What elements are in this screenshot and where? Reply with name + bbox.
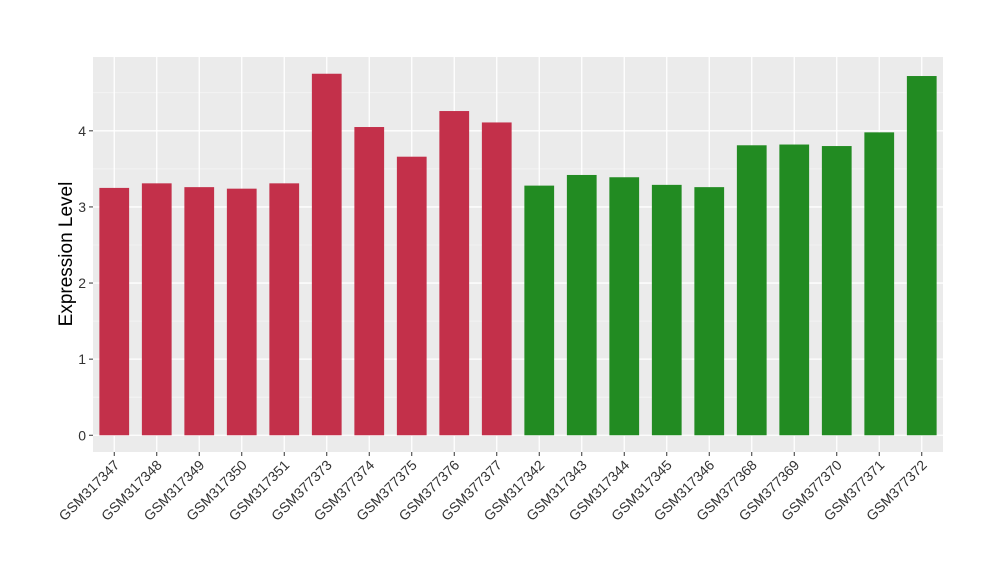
bar-GSM317342 (524, 185, 555, 436)
bar-GSM317351 (269, 183, 300, 436)
y-tick-label: 3 (78, 199, 86, 215)
y-tick-label: 0 (78, 427, 86, 443)
bar-GSM377370 (821, 146, 852, 436)
y-axis-title: Expression Level (56, 182, 77, 327)
bar-GSM317347 (99, 187, 130, 436)
bar-GSM317349 (184, 187, 215, 436)
bar-GSM317345 (651, 184, 682, 436)
bar-GSM377369 (779, 144, 810, 436)
bar-GSM377372 (906, 76, 937, 436)
y-tick-label: 1 (78, 351, 86, 367)
bar-GSM317346 (694, 187, 725, 436)
bar-GSM377376 (439, 111, 470, 436)
y-tick-label: 4 (78, 123, 86, 139)
bar-GSM317343 (566, 174, 597, 436)
bars (99, 73, 937, 436)
x-axis: GSM317347GSM317348GSM317349GSM317350GSM3… (55, 452, 930, 524)
bar-GSM377371 (864, 132, 895, 436)
y-tick-label: 2 (78, 275, 86, 291)
bar-GSM317348 (141, 183, 172, 436)
bar-GSM317344 (609, 177, 640, 436)
bar-GSM377377 (481, 122, 512, 436)
plot-panel (93, 57, 943, 452)
bar-GSM377373 (311, 73, 342, 436)
bar-GSM377368 (736, 145, 767, 436)
y-axis: 0 1 2 3 4 (78, 123, 93, 443)
bar-GSM377375 (396, 156, 427, 436)
bar-GSM377374 (354, 127, 385, 436)
bar-GSM317350 (226, 188, 257, 436)
